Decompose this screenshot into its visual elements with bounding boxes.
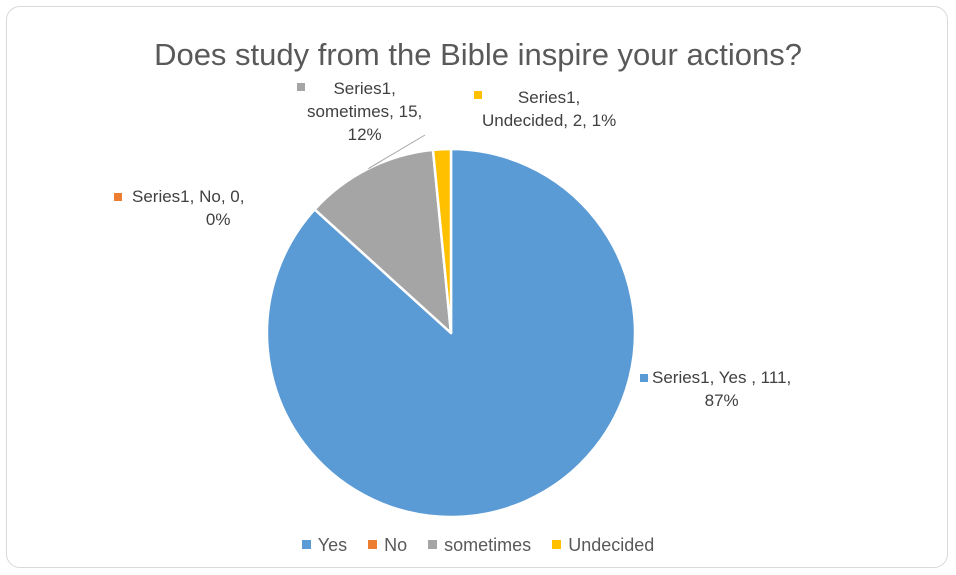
data-label-sometimes-swatch (297, 83, 305, 91)
data-label-no-swatch (114, 193, 122, 201)
legend-swatch-yes (301, 540, 311, 549)
legend-item-undecided: Undecided (552, 535, 654, 556)
data-label-no: Series1, No, 0, 0% (114, 185, 245, 231)
legend-label-sometimes: sometimes (444, 535, 532, 555)
data-label-undecided-swatch (474, 91, 482, 99)
data-label-undecided-line1: Series1, (517, 88, 581, 107)
legend-label-yes: Yes (317, 535, 348, 555)
data-label-sometimes: Series1, sometimes, 15, 12% (297, 77, 423, 146)
data-label-yes: Series1, Yes , 111, 87% (640, 366, 792, 412)
leader-line-sometimes (368, 134, 426, 170)
data-label-sometimes-line3: 12% (347, 125, 382, 144)
chart-frame: Does study from the Bible inspire your a… (6, 6, 948, 568)
legend-swatch-sometimes (428, 540, 438, 549)
data-label-no-line1: Series1, No, 0, (132, 187, 245, 206)
legend-label-undecided: Undecided (568, 535, 655, 555)
pie-slice-undecided (431, 147, 453, 335)
chart-title: Does study from the Bible inspire your a… (154, 37, 802, 72)
data-label-yes-line2: 87% (704, 391, 739, 410)
data-label-sometimes-line1: Series1, (333, 79, 396, 98)
data-label-no-line2: 0% (205, 210, 231, 229)
data-label-undecided: Series1, Undecided, 2, 1% (474, 86, 617, 132)
legend-swatch-undecided (552, 540, 562, 549)
legend-item-sometimes: sometimes (428, 535, 531, 556)
legend: Yes No sometimes Undecided (7, 535, 947, 556)
legend-label-no: No (384, 535, 408, 555)
legend-swatch-no (368, 540, 378, 549)
data-label-undecided-line2: Undecided, 2, 1% (482, 111, 617, 130)
data-label-yes-swatch (640, 374, 648, 382)
pie-chart (265, 134, 637, 519)
data-label-sometimes-line2: sometimes, 15, (307, 102, 423, 121)
legend-item-no: No (368, 535, 407, 556)
data-label-yes-line1: Series1, Yes , 111, (652, 368, 792, 387)
legend-item-yes: Yes (301, 535, 348, 556)
